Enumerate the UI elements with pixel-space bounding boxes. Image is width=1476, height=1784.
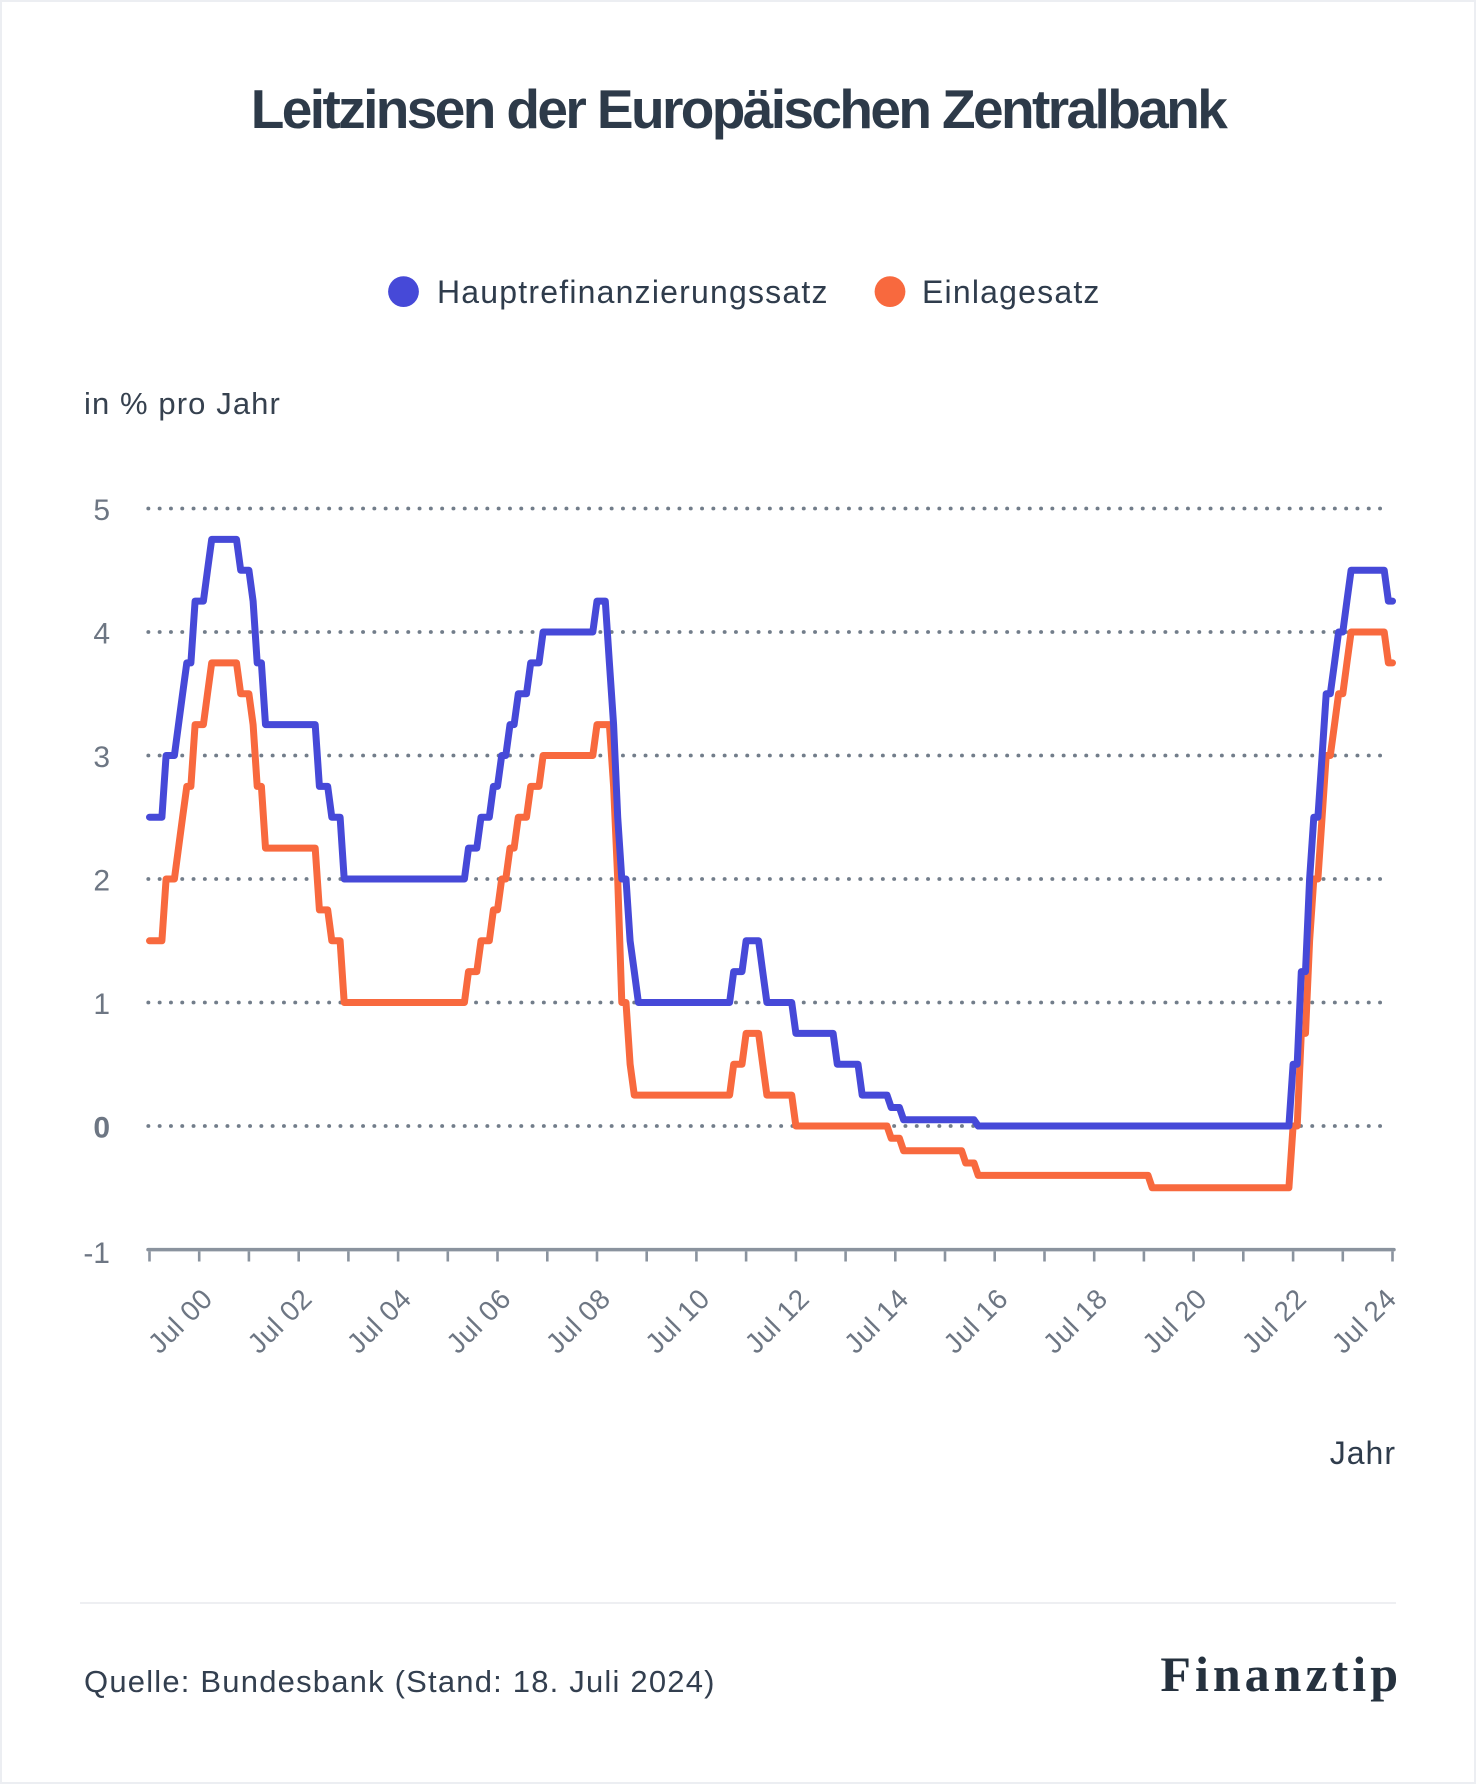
svg-text:-1: -1 [83, 1237, 110, 1270]
svg-text:Leitzinsen der Europäischen Ze: Leitzinsen der Europäischen Zentralbank [251, 78, 1228, 140]
svg-text:Hauptrefinanzierungssatz: Hauptrefinanzierungssatz [437, 274, 829, 310]
svg-text:Quelle: Bundesbank (Stand: 18.: Quelle: Bundesbank (Stand: 18. Juli 2024… [84, 1664, 716, 1699]
svg-text:in % pro Jahr: in % pro Jahr [84, 386, 281, 421]
svg-text:4: 4 [93, 618, 110, 651]
svg-text:Jahr: Jahr [1330, 1435, 1396, 1471]
svg-text:Einlagesatz: Einlagesatz [922, 274, 1101, 310]
svg-text:2: 2 [93, 865, 110, 898]
svg-text:0: 0 [93, 1112, 110, 1145]
svg-text:1: 1 [93, 988, 110, 1021]
svg-text:Finanztip: Finanztip [1160, 1646, 1402, 1702]
svg-text:5: 5 [93, 494, 110, 527]
svg-text:3: 3 [93, 741, 110, 774]
